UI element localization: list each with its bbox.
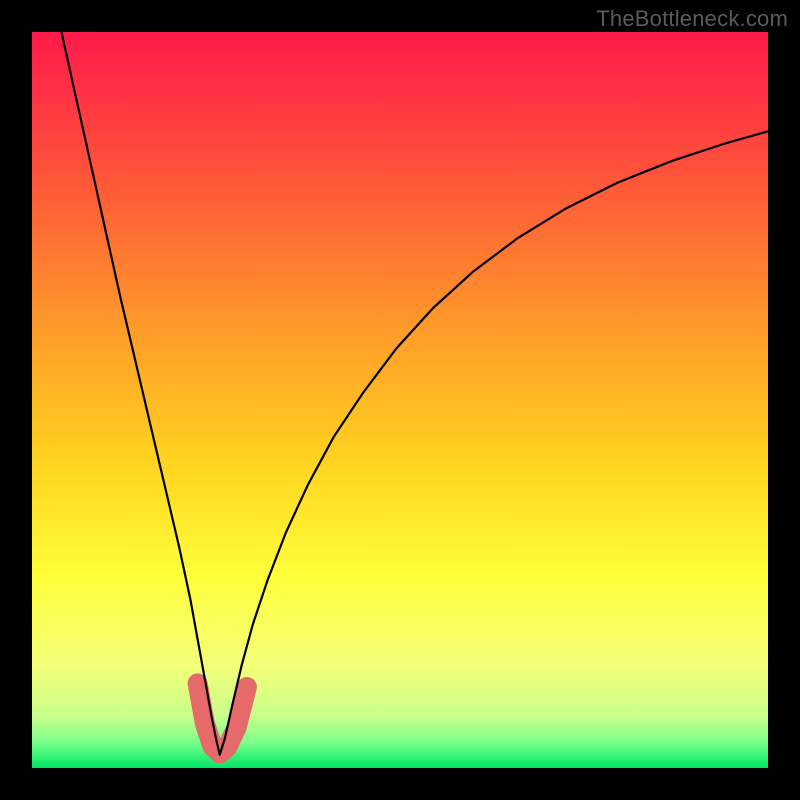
chart-stage: TheBottleneck.com: [0, 0, 800, 800]
plot-area: [32, 32, 768, 768]
watermark-label: TheBottleneck.com: [596, 6, 788, 32]
bottleneck-curve-svg: [32, 32, 768, 768]
